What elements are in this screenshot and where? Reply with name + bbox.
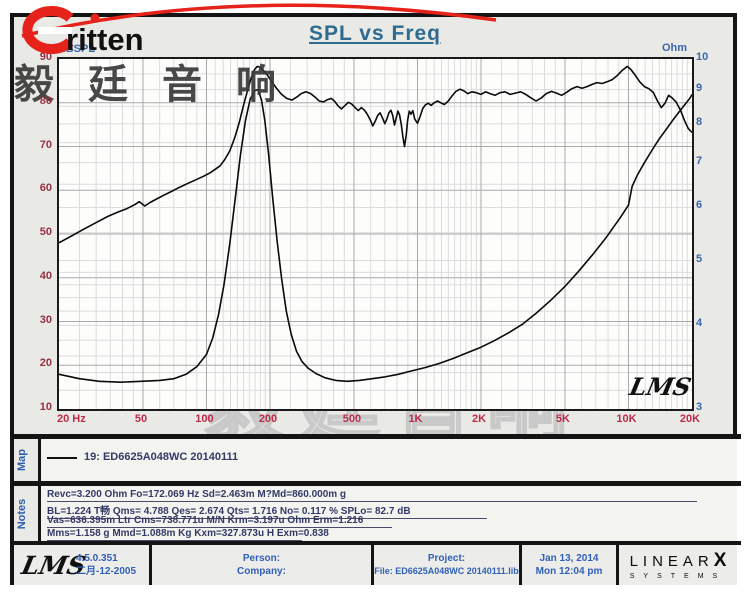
person-label: Person: xyxy=(242,553,281,564)
watermark-dark-cjk: 毅廷音响 xyxy=(14,62,310,108)
footer-datetime-cell: Jan 13, 2014 Mon 12:04 pm xyxy=(522,545,619,585)
left-tick: 30 xyxy=(39,313,52,326)
logo-swoosh-icon xyxy=(21,3,497,54)
footer-linearx-cell: LINEARX SYSTEMS xyxy=(619,545,737,585)
left-tick: 60 xyxy=(39,182,52,195)
notes-panel: Notes Revc=3.200 Ohm Fo=172.069 Hz Sd=2.… xyxy=(14,486,737,541)
legend-curve-name: 19: ED6625A048WC 20140111 xyxy=(84,451,239,463)
project-label: Project: xyxy=(427,553,466,564)
linearx-logo: LINEARX SYSTEMS xyxy=(619,545,737,580)
x-tick: 50 xyxy=(134,413,148,425)
right-tick: 8 xyxy=(696,115,703,128)
left-tick: 10 xyxy=(39,401,52,413)
right-tick: 4 xyxy=(696,317,703,330)
divider xyxy=(10,434,741,439)
legend-line-sample xyxy=(47,457,77,459)
right-tick: 9 xyxy=(696,81,703,94)
right-tick: 7 xyxy=(696,154,703,167)
left-tick: 20 xyxy=(39,357,52,370)
notes-line-4: Mms=1.158 g Mmd=1.088m Kg Kxm=327.873u H… xyxy=(47,528,329,541)
app-version: 4.5.0.351 xyxy=(76,553,118,564)
notes-label: Notes xyxy=(16,498,28,529)
company-label: Company: xyxy=(237,566,286,577)
notes-line-2: BL=1.224 T畅 Qms= 4.788 Qes= 2.674 Qts= 1… xyxy=(47,502,487,519)
x-tick: 100 xyxy=(195,413,214,425)
spl-freq-plot xyxy=(57,57,694,411)
footer-version-cell: LMS 4.5.0.351 二月-12-2005 xyxy=(14,545,152,585)
right-tick: 6 xyxy=(696,199,703,212)
map-label: Map xyxy=(16,449,28,471)
right-axis-unit-label: Ohm xyxy=(661,42,687,54)
map-panel: Map 19: ED6625A048WC 20140111 xyxy=(14,439,737,481)
project-file: File: ED6625A048WC 20140111.lib xyxy=(374,566,519,576)
notes-sidebar: Notes xyxy=(14,486,41,541)
left-tick: 40 xyxy=(39,269,52,282)
page-title: SPL vs Freq xyxy=(309,22,441,45)
notes-line-1: Revc=3.200 Ohm Fo=172.069 Hz Sd=2.463m M… xyxy=(47,489,697,502)
x-tick: 200 xyxy=(258,413,278,425)
left-tick: 50 xyxy=(39,226,52,238)
map-sidebar: Map xyxy=(14,439,41,481)
divider xyxy=(10,481,741,486)
plot-gridlines xyxy=(59,59,692,409)
left-tick: 70 xyxy=(39,138,52,151)
divider xyxy=(10,541,741,545)
footer-time: Mon 12:04 pm xyxy=(535,566,603,577)
right-tick: 3 xyxy=(696,401,703,413)
linearx-x: X xyxy=(713,550,727,571)
x-tick: 2K xyxy=(471,413,487,425)
plot-curves xyxy=(59,65,692,384)
footer-person-cell: Person: Company: xyxy=(152,545,374,585)
x-tick: 10K xyxy=(616,413,637,425)
logo-wordmark: ritten xyxy=(66,22,144,57)
left-tick: 80 xyxy=(39,94,52,107)
lms-chart-mark: LMS xyxy=(626,372,694,401)
right-tick: 10 xyxy=(696,51,709,63)
linearx-wordmark: LINEAR xyxy=(629,553,714,570)
footer-date: Jan 13, 2014 xyxy=(539,553,599,564)
footer-project-cell: Project: File: ED6625A048WC 20140111.lib xyxy=(374,545,522,585)
left-tick: 90 xyxy=(39,51,52,63)
x-tick: 20K xyxy=(679,413,701,425)
x-tick: 500 xyxy=(342,413,362,425)
x-tick: 1K xyxy=(408,413,423,425)
linearx-systems: SYSTEMS xyxy=(629,573,727,580)
status-bar: LMS 4.5.0.351 二月-12-2005 Person: Company… xyxy=(14,545,737,585)
x-tick: 5K xyxy=(555,413,570,425)
brand-logo: ritten xyxy=(8,0,528,62)
x-tick: 20 Hz xyxy=(57,413,86,425)
notes-line-3: Vas=636.395m Ltr Cms=738.771u M/N Krm=3.… xyxy=(47,515,392,528)
right-tick: 5 xyxy=(696,252,703,265)
app-version-date: 二月-12-2005 xyxy=(76,566,137,577)
